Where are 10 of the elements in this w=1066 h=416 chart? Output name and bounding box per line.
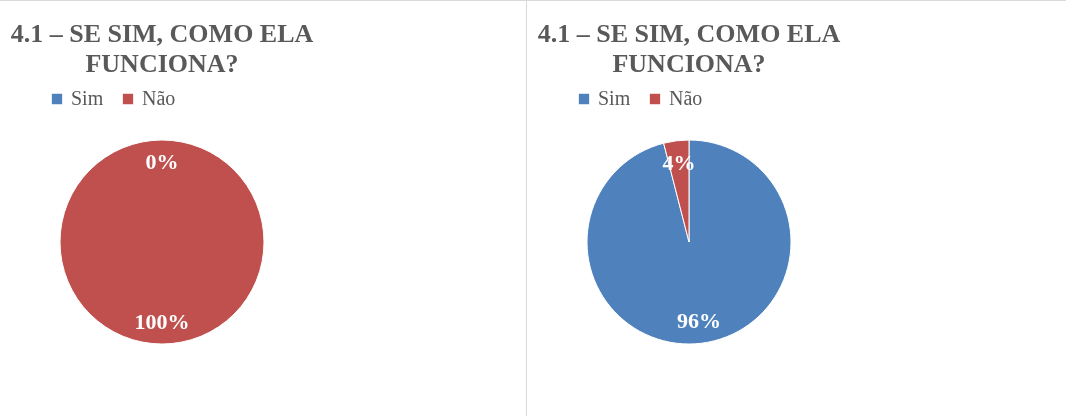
- chart-title: 4.1 – SE SIM, COMO ELA FUNCIONA?: [537, 19, 841, 78]
- legend-label: Sim: [71, 87, 104, 109]
- chart-title: 4.1 – SE SIM, COMO ELA FUNCIONA?: [10, 19, 314, 78]
- legend-label: Não: [669, 87, 703, 109]
- legend-label: Não: [142, 87, 176, 109]
- pie-slice: [586, 139, 792, 345]
- data-label: 100%: [134, 309, 190, 334]
- legend-label: Sim: [598, 87, 631, 109]
- data-label: 96%: [677, 308, 722, 334]
- text: 0%: [145, 149, 179, 174]
